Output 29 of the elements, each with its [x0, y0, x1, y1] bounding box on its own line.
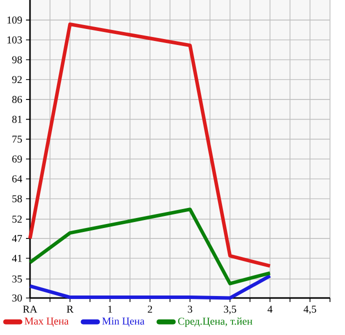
y-tick-label: 35	[12, 275, 22, 283]
y-tick-label: 81	[12, 116, 22, 123]
y-tick-label: 64	[12, 175, 22, 182]
x-tick-label: 2	[148, 306, 152, 313]
legend-label: Сред.Цена, т.йен	[178, 317, 252, 327]
y-tick-label: 109	[7, 16, 22, 24]
y-tick-label: 47	[12, 234, 22, 242]
line-series	[28, 208, 272, 286]
legend-label: Max Цена	[24, 318, 69, 327]
y-tick-label: 52	[12, 216, 22, 223]
x-tick-label: 4	[268, 306, 272, 313]
x-tick-label: 1	[108, 306, 112, 313]
x-tick-label: 4,5	[304, 306, 316, 314]
legend-label: Min Цена	[102, 318, 144, 327]
line-series	[28, 22, 272, 268]
line-series	[28, 274, 272, 300]
y-tick-label: 41	[12, 254, 22, 262]
x-tick-label: 3,5	[224, 306, 236, 314]
y-tick-label: 98	[12, 56, 22, 64]
x-tick-label: RA	[23, 306, 38, 313]
y-tick-label: 75	[12, 136, 22, 143]
y-tick-label: 58	[12, 195, 22, 202]
y-tick-label: 30	[12, 294, 22, 302]
x-tick-label: R	[66, 306, 74, 313]
x-tick-label: 3	[188, 306, 192, 313]
y-tick-label: 69	[12, 155, 22, 163]
y-tick-label: 92	[12, 76, 22, 84]
y-tick-label: 103	[7, 36, 22, 44]
y-tick-label: 86	[12, 96, 22, 104]
